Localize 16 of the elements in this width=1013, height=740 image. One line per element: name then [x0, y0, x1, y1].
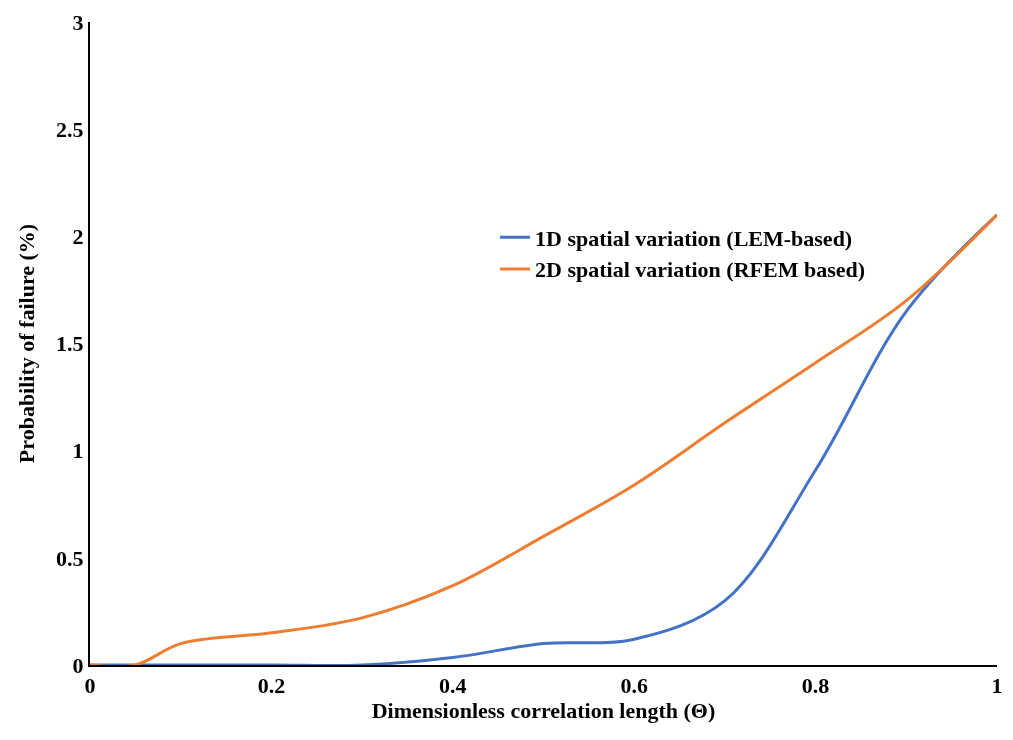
y-tick-label: 2.5 — [56, 116, 84, 142]
y-axis-title: Probability of failure (%) — [14, 223, 40, 464]
y-tick-label: 0 — [72, 652, 84, 678]
y-tick-label: 1 — [72, 438, 84, 464]
y-tick-label: 1.5 — [56, 331, 84, 357]
x-axis-title: Dimensionless correlation length (Θ) — [371, 698, 716, 724]
y-tick-label: 0.5 — [56, 545, 84, 571]
y-tick-label: 2 — [72, 224, 84, 250]
x-tick-label: 0.6 — [620, 673, 648, 699]
x-tick-label: 0.8 — [801, 673, 830, 699]
x-tick-label: 1 — [991, 673, 1003, 699]
y-tick-label: 3 — [72, 9, 84, 35]
legend-label: 1D spatial variation (LEM-based) — [535, 225, 853, 251]
legend-label: 2D spatial variation (RFEM based) — [535, 257, 866, 283]
x-tick-label: 0.4 — [439, 673, 467, 699]
x-tick-label: 0.2 — [257, 673, 286, 699]
